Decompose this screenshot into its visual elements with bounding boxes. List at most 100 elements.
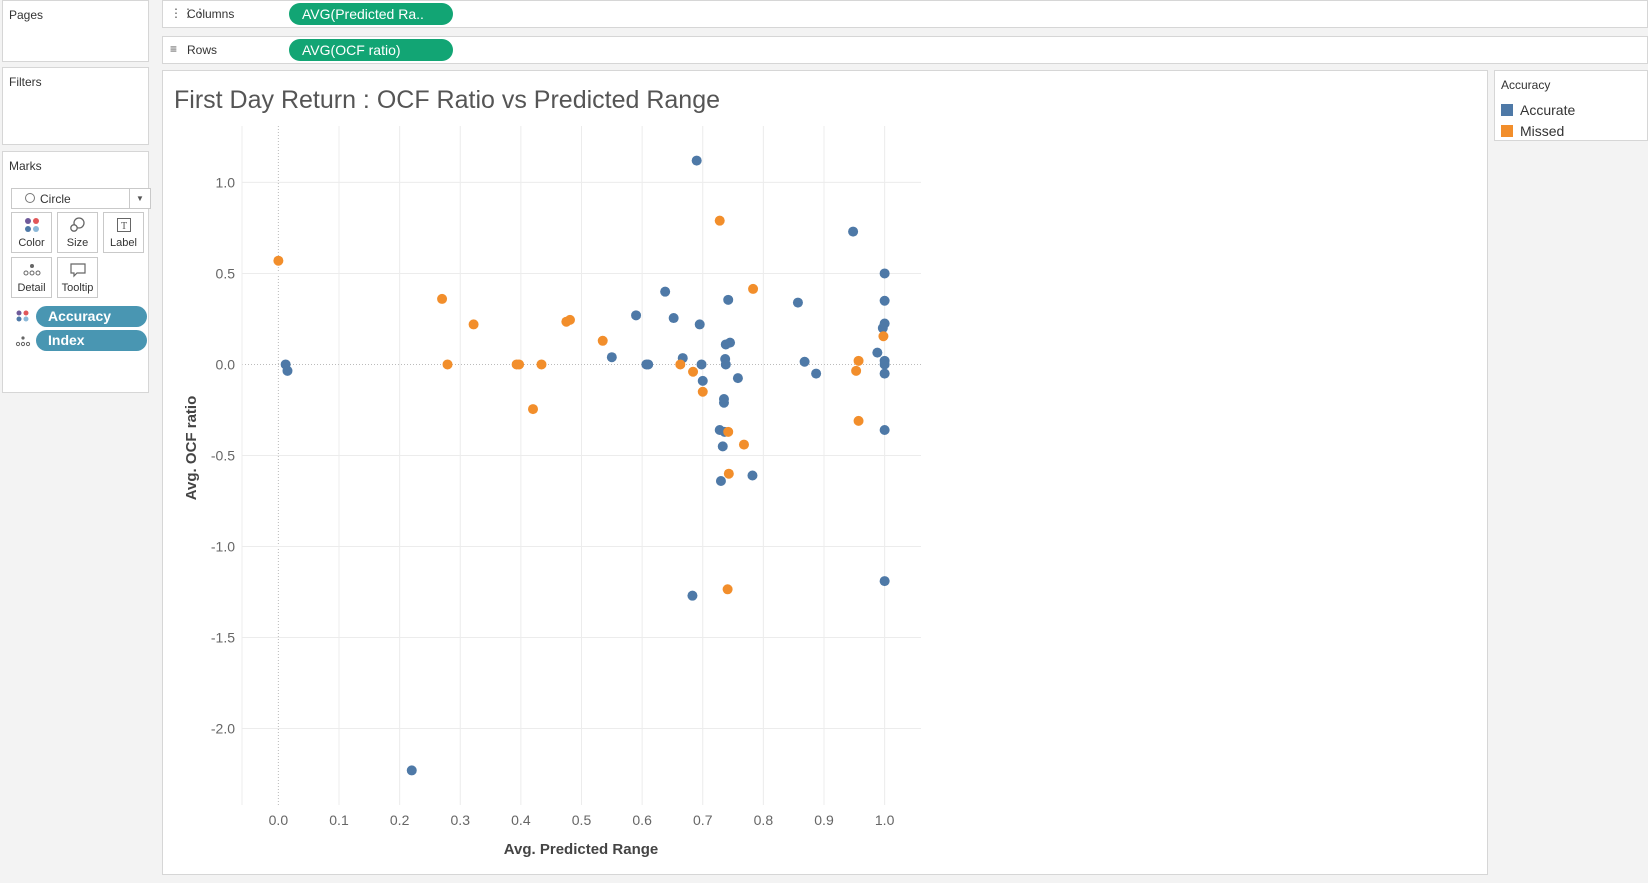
chart-view[interactable]: First Day Return : OCF Ratio vs Predicte…: [162, 70, 1488, 875]
circle-icon: [25, 193, 35, 203]
data-point-missed[interactable]: [437, 293, 448, 304]
tooltip-icon: [58, 262, 97, 282]
x-axis-label: Avg. Predicted Range: [504, 841, 658, 858]
rows-shelf[interactable]: ≡ Rows AVG(OCF ratio): [162, 36, 1648, 64]
detail-dots-icon: [15, 334, 31, 353]
columns-icon: ⋮⋮⋮: [170, 6, 206, 20]
data-point-missed[interactable]: [468, 319, 479, 330]
data-point-accurate[interactable]: [691, 155, 702, 166]
data-point-missed[interactable]: [597, 335, 608, 346]
data-point-accurate[interactable]: [872, 347, 883, 358]
data-point-missed[interactable]: [748, 283, 759, 294]
data-point-missed[interactable]: [851, 365, 862, 376]
legend-item-missed[interactable]: Missed: [1501, 123, 1564, 139]
size-button[interactable]: Size: [57, 212, 98, 253]
data-point-missed[interactable]: [273, 255, 284, 266]
data-point-accurate[interactable]: [725, 337, 736, 348]
size-button-label: Size: [66, 237, 89, 249]
data-point-accurate[interactable]: [687, 590, 698, 601]
data-point-missed[interactable]: [714, 215, 725, 226]
rows-pill[interactable]: AVG(OCF ratio): [289, 39, 453, 61]
data-point-accurate[interactable]: [668, 313, 679, 324]
chart-points[interactable]: [273, 155, 890, 776]
data-point-missed[interactable]: [536, 359, 547, 370]
data-point-missed[interactable]: [528, 404, 538, 415]
data-point-missed[interactable]: [878, 331, 889, 342]
color-button-label: Color: [18, 237, 45, 249]
data-point-missed[interactable]: [723, 426, 734, 437]
data-point-accurate[interactable]: [631, 310, 642, 321]
mark-type-dropdown[interactable]: Circle ▼: [11, 188, 151, 209]
rows-icon: ≡: [170, 42, 178, 56]
data-point-accurate[interactable]: [879, 425, 890, 436]
data-point-accurate[interactable]: [606, 352, 617, 363]
y-tick-label: 0.0: [216, 356, 236, 372]
y-tick-label: -0.5: [211, 447, 235, 463]
data-point-missed[interactable]: [564, 314, 575, 325]
legend-item-accurate[interactable]: Accurate: [1501, 102, 1575, 118]
data-point-accurate[interactable]: [718, 397, 729, 408]
data-point-accurate[interactable]: [406, 765, 417, 776]
data-point-missed[interactable]: [688, 366, 699, 377]
data-point-accurate[interactable]: [879, 359, 890, 370]
detail-button[interactable]: Detail: [11, 257, 52, 298]
columns-label: Columns: [187, 7, 235, 21]
data-point-missed[interactable]: [723, 468, 734, 479]
data-point-accurate[interactable]: [723, 294, 734, 305]
color-dots-icon: [12, 217, 51, 237]
data-point-accurate[interactable]: [643, 359, 654, 370]
columns-pill[interactable]: AVG(Predicted Ra..: [289, 3, 453, 25]
data-point-accurate[interactable]: [717, 441, 728, 452]
data-point-accurate[interactable]: [799, 356, 810, 367]
chevron-down-icon[interactable]: ▼: [129, 189, 150, 208]
data-point-missed[interactable]: [722, 584, 733, 595]
x-tick-label: 0.6: [632, 812, 652, 828]
legend-swatch-accurate: [1501, 104, 1513, 116]
data-point-accurate[interactable]: [879, 268, 890, 279]
data-point-accurate[interactable]: [282, 365, 293, 376]
label-button-label: Label: [110, 237, 137, 249]
tooltip-button-label: Tooltip: [61, 282, 94, 294]
mark-type-label: Circle: [40, 192, 71, 206]
data-point-accurate[interactable]: [660, 286, 671, 297]
data-point-accurate[interactable]: [848, 226, 859, 237]
data-point-accurate[interactable]: [879, 368, 890, 379]
index-field-label: Index: [48, 332, 85, 348]
data-point-accurate[interactable]: [811, 368, 822, 379]
data-point-missed[interactable]: [675, 359, 686, 370]
filters-panel[interactable]: Filters: [2, 67, 149, 145]
data-point-accurate[interactable]: [715, 475, 726, 486]
color-button[interactable]: Color: [11, 212, 52, 253]
data-point-accurate[interactable]: [732, 373, 743, 384]
data-point-missed[interactable]: [442, 359, 453, 370]
y-tick-label: -1.5: [211, 630, 235, 646]
data-point-accurate[interactable]: [747, 470, 758, 481]
data-point-accurate[interactable]: [879, 318, 890, 329]
accuracy-field-label: Accuracy: [48, 308, 112, 324]
data-point-missed[interactable]: [853, 415, 864, 426]
data-point-missed[interactable]: [853, 355, 864, 366]
data-point-accurate[interactable]: [696, 359, 707, 370]
index-field-pill[interactable]: Index: [36, 330, 147, 351]
columns-shelf[interactable]: ⋮⋮⋮ Columns AVG(Predicted Ra..: [162, 0, 1648, 28]
x-tick-label: 0.3: [451, 812, 471, 828]
x-tick-label: 0.4: [511, 812, 531, 828]
data-point-missed[interactable]: [697, 386, 708, 397]
scatter-chart[interactable]: First Day Return : OCF Ratio vs Predicte…: [163, 71, 1489, 876]
pages-panel[interactable]: Pages: [2, 0, 149, 62]
data-point-accurate[interactable]: [879, 295, 890, 306]
tooltip-button[interactable]: Tooltip: [57, 257, 98, 298]
label-text-icon: T: [104, 217, 143, 237]
marks-title: Marks: [9, 159, 42, 173]
rows-pill-label: AVG(OCF ratio): [302, 42, 401, 58]
label-button[interactable]: T Label: [103, 212, 144, 253]
data-point-accurate[interactable]: [879, 576, 890, 587]
data-point-missed[interactable]: [738, 439, 749, 450]
y-tick-label: 1.0: [216, 174, 236, 190]
data-point-accurate[interactable]: [697, 375, 708, 386]
data-point-accurate[interactable]: [792, 297, 803, 308]
accuracy-field-pill[interactable]: Accuracy: [36, 306, 147, 327]
data-point-accurate[interactable]: [720, 359, 731, 370]
data-point-missed[interactable]: [514, 359, 525, 370]
data-point-accurate[interactable]: [694, 319, 705, 330]
